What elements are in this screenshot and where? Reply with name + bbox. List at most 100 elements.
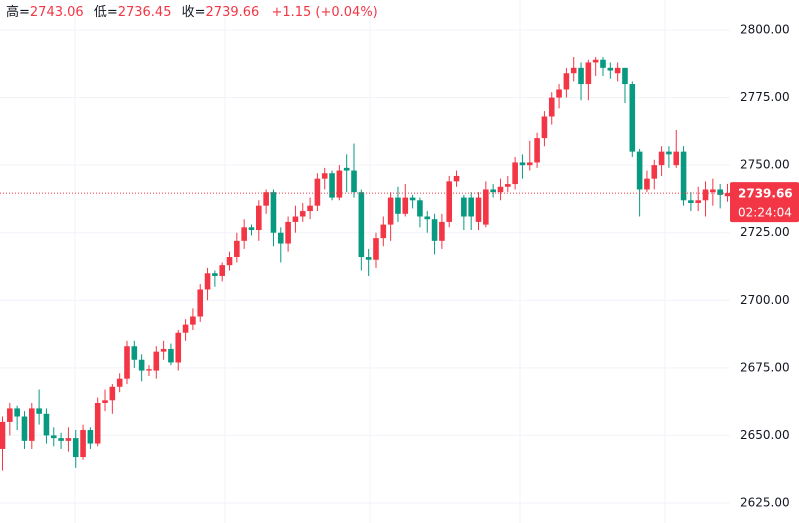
candle-body [373,238,379,260]
candle-body [321,173,328,179]
candle-body [292,216,299,222]
candle-body [475,197,482,222]
candle-body [526,162,533,166]
candle-body [343,167,350,171]
candle-body [36,408,42,414]
change: +1.15 (+0.04%) [271,5,377,20]
candle-body [592,59,599,63]
candle-body [365,257,372,260]
candle-body [688,200,694,203]
candle-body [58,438,64,441]
candle-body [72,438,79,458]
candle-body [248,227,255,231]
candle-body [138,359,145,371]
candle-body [65,438,72,441]
candle-body [439,221,445,241]
candle-body [651,165,658,179]
candle-body [175,332,182,363]
candle-body [512,162,518,185]
candle-body [548,97,555,117]
candle-body [717,189,723,195]
time-grid [74,0,666,523]
candle-body [109,386,116,401]
candle-body [519,162,526,166]
candle-body [680,151,687,201]
candle-body [212,273,218,276]
candle-body [702,189,709,201]
candle-body [387,197,394,225]
candle-body [666,151,672,155]
candle-body [336,170,343,198]
candle-body [636,151,643,190]
candle-body [102,400,108,403]
candle-body [285,221,291,244]
candle-body [483,189,489,225]
candle-body [395,197,401,214]
candle-body [219,265,225,276]
candle-body [299,211,306,217]
candle-body [358,192,365,258]
candle-body [614,67,621,74]
candle-body [256,205,262,231]
candle-body [263,192,269,206]
candle-body [277,232,284,244]
candle-body [629,84,636,152]
candle-body [241,227,247,241]
candle-body [197,289,204,317]
candle-body [409,197,416,201]
candle-body [43,413,50,436]
candle-body [204,273,211,290]
candle-body [87,430,94,444]
candle-body [182,324,189,333]
candle-body [14,408,20,417]
candle-body [402,197,409,214]
candle-body [585,62,592,85]
candle-body [563,73,570,90]
candle-body [28,408,35,441]
candle-body [570,67,577,74]
candle-body [461,197,467,217]
candle-body [50,435,57,439]
candle-body [314,178,321,206]
y-tick-label: 2725.00 [740,225,790,239]
candle-body [351,170,357,193]
high-label: 高= [6,4,30,20]
countdown: 02:24:04 [738,206,792,220]
candle-body [724,193,731,197]
candle-body [124,346,130,379]
candle-body [622,67,628,85]
low-label: 低= [94,5,118,20]
low-value: 2736.45 [118,5,172,20]
candle-body [270,192,277,233]
y-tick-label: 2675.00 [740,360,790,374]
candle-body [80,430,86,458]
y-tick-label: 2800.00 [740,23,790,37]
candle-body [160,348,167,352]
candle-body [710,189,716,193]
candle-body [497,186,504,193]
candle-body [505,184,511,187]
high-value: 2743.06 [30,5,84,20]
candle-body [0,421,6,449]
candle-body [607,67,614,71]
candle-body [453,175,460,182]
candle-body [380,224,387,239]
candle-body [644,178,650,190]
candle-body [7,408,13,422]
candle-body [94,402,101,444]
candle-body [658,151,665,166]
candle-body [556,89,562,98]
last-price-box [730,182,799,223]
candle-body [600,59,606,68]
close-value: 2739.66 [206,5,260,20]
candle-body [534,138,540,163]
candle-body [168,348,174,363]
candle-body [146,369,152,371]
candle-body [468,197,474,217]
candle-body [153,351,160,371]
candle-body [329,173,335,198]
candle-body [446,181,453,222]
candle-body [541,116,548,139]
y-tick-label: 2625.00 [740,495,790,509]
candle-body [424,216,431,220]
